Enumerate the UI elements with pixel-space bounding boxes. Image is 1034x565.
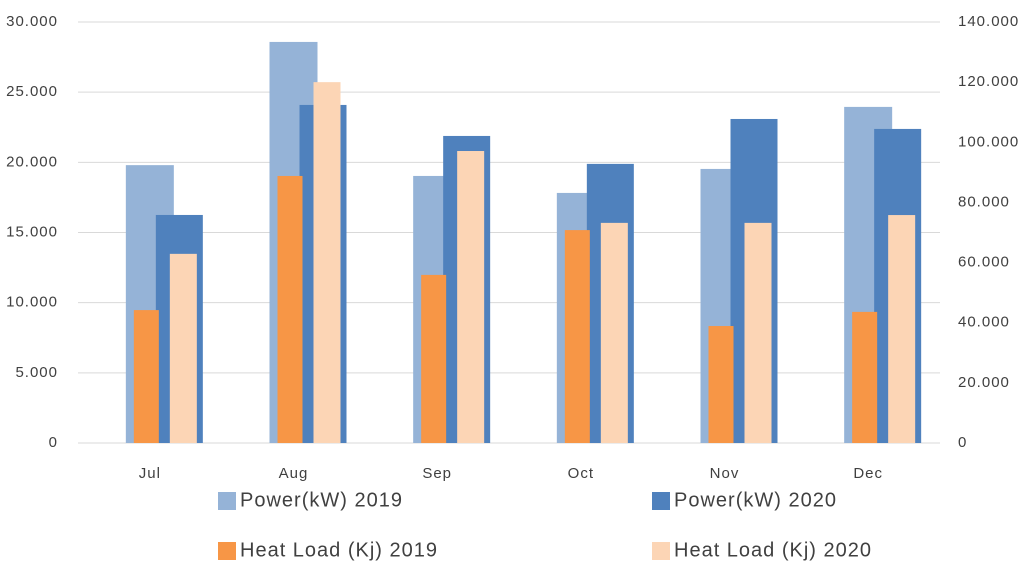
y-tick-label: 15.000: [6, 223, 58, 240]
y-tick-label: 30.000: [6, 13, 58, 30]
bar: [313, 82, 341, 444]
y2-tick-label: 140.000: [958, 13, 1019, 30]
x-tick-label: Nov: [710, 465, 740, 482]
bar: [133, 310, 159, 443]
y2-tick-label: 100.000: [958, 133, 1019, 150]
y-tick-label: 5.000: [15, 364, 58, 381]
y2-tick-label: 40.000: [958, 314, 1010, 331]
y2-tick-label: 80.000: [958, 193, 1010, 210]
y2-tick-label: 60.000: [958, 254, 1010, 271]
bar: [888, 215, 916, 443]
bar: [457, 151, 485, 444]
x-tick-label: Jul: [139, 465, 161, 482]
y2-tick-label: 0: [958, 434, 967, 451]
legend-label: Heat Load (Kj) 2020: [674, 539, 872, 561]
legend-label: Power(kW) 2020: [674, 489, 837, 511]
legend-label: Heat Load (Kj) 2019: [240, 539, 438, 561]
bar: [564, 230, 590, 443]
x-tick-label: Dec: [853, 465, 883, 482]
y2-tick-label: 20.000: [958, 374, 1010, 391]
y2-tick-label: 120.000: [958, 73, 1019, 90]
legend-swatch: [652, 542, 670, 560]
bar: [277, 175, 303, 444]
bar: [852, 311, 878, 443]
x-tick-label: Sep: [422, 465, 452, 482]
legend-label: Power(kW) 2019: [240, 489, 403, 511]
x-tick-label: Aug: [279, 465, 309, 482]
y-tick-label: 10.000: [6, 294, 58, 311]
bar: [600, 222, 628, 443]
bar: [169, 253, 197, 443]
bar: [744, 222, 772, 443]
legend-swatch: [652, 492, 670, 510]
bar: [421, 274, 447, 443]
legend-swatch: [218, 492, 236, 510]
x-tick-label: Oct: [568, 465, 594, 482]
y-tick-label: 0: [49, 434, 58, 451]
y-tick-label: 25.000: [6, 83, 58, 100]
legend-swatch: [218, 542, 236, 560]
bar: [708, 326, 734, 443]
y-tick-label: 20.000: [6, 153, 58, 170]
